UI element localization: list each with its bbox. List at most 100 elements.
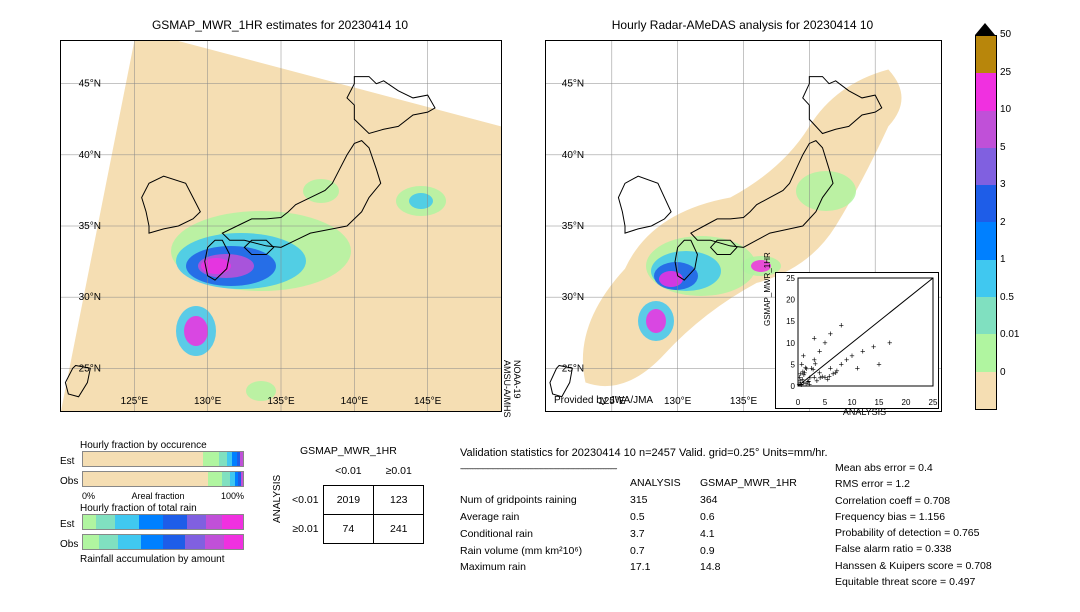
bar-label: Obs [60,539,82,550]
score-value: 1.2 [895,478,910,490]
fraction-bar [82,534,244,550]
col-header: ≥0.01 [374,457,424,486]
colorbar-segment [975,372,997,410]
fraction-bar [82,451,244,467]
bar-segment [205,535,224,549]
svg-text:+: + [876,359,881,369]
colorbar-segment [975,35,997,73]
bar-segment [222,515,243,529]
bar-segment [115,515,139,529]
stats-value: 4.1 [700,526,780,543]
svg-text:+: + [804,364,809,374]
colorbar-tick-label: 0 [1000,367,1006,378]
svg-text:+: + [871,342,876,352]
svg-text:+: + [801,351,806,361]
svg-text:40°N: 40°N [79,150,101,161]
svg-text:+: + [798,369,803,379]
bar-segment [163,535,185,549]
fraction-title-3: Rainfall accumulation by amount [80,554,244,565]
stats-value: 364 [700,492,780,509]
score-label: False alarm ratio = [835,543,922,555]
col-header: <0.01 [323,457,374,486]
svg-text:Provided by JWA/JMA: Provided by JWA/JMA [554,395,653,406]
bar-label: Est [60,519,82,530]
colorbar-segment [975,148,997,185]
colorbar-tick-label: 0.5 [1000,292,1014,303]
svg-text:25°N: 25°N [562,363,584,374]
stats-col-header: ANALYSIS [630,475,700,492]
svg-text:+: + [887,338,892,348]
colorbar-over-triangle [975,23,995,35]
score-value: 1.156 [919,511,945,523]
colorbar-segment [975,260,997,297]
colorbar [975,35,995,410]
score-label: Frequency bias = [835,511,916,523]
bar-segment [83,452,203,466]
score-value: 0.708 [965,560,991,572]
svg-text:30°N: 30°N [562,292,584,303]
svg-text:+: + [822,338,827,348]
bar-segment [141,535,163,549]
colorbar-segment [975,73,997,110]
bar-segment [208,472,222,486]
map-title: GSMAP_MWR_1HR estimates for 20230414 10 [60,18,500,32]
colorbar-tick-label: 2 [1000,217,1006,228]
stats-row-label: Num of gridpoints raining [460,492,630,509]
fraction-bar [82,471,244,487]
map-title: Hourly Radar-AMeDAS analysis for 2023041… [545,18,940,32]
svg-text:20: 20 [902,398,911,407]
stats-value: 3.7 [630,526,700,543]
axis-tick: 0% [82,491,95,501]
svg-text:40°N: 40°N [562,150,584,161]
score-value: 0.708 [924,495,950,507]
colorbar-tick-label: 50 [1000,29,1011,40]
fraction-bars: Hourly fraction by occurenceEstObs0%Area… [60,440,244,565]
score-label: Equitable threat score = [835,576,946,588]
bar-label: Obs [60,476,82,487]
svg-text:25: 25 [786,274,795,283]
svg-text:45°N: 45°N [562,79,584,90]
fraction-bar [82,514,244,530]
colorbar-tick-label: 3 [1000,179,1006,190]
fraction-title-1: Hourly fraction by occurence [80,440,244,451]
svg-text:+: + [827,371,832,381]
stats-col-header: GSMAP_MWR_1HR [700,475,810,492]
stats-value: 17.1 [630,559,700,576]
contingency-title: GSMAP_MWR_1HR [300,445,397,457]
score-label: Correlation coeff = [835,495,921,507]
contingency-cell: 123 [374,486,424,515]
stats-value: 0.6 [700,509,780,526]
score-value: 0.497 [949,576,975,588]
bar-segment [187,515,206,529]
fraction-title-2: Hourly fraction of total rain [80,503,244,514]
bar-segment [203,452,219,466]
validation-title: Validation statistics for 20230414 10 n=… [460,445,828,463]
svg-text:+: + [849,351,854,361]
axis-tick: 100% [221,491,244,501]
colorbar-segment [975,297,997,334]
stats-row-label: Average rain [460,509,630,526]
contingency-table: GSMAP_MWR_1HR<0.01≥0.01<0.012019123≥0.01… [280,445,397,457]
svg-text:45°N: 45°N [79,79,101,90]
score-label: RMS error = [835,478,892,490]
svg-text:15: 15 [875,398,884,407]
score-label: Hanssen & Kuipers score = [835,560,963,572]
svg-text:0: 0 [796,398,801,407]
colorbar-tick-label: 25 [1000,67,1011,78]
stats-value: 0.5 [630,509,700,526]
svg-text:30°N: 30°N [79,292,101,303]
scatter-ylabel: GSMAP_MWR_1HR [763,252,772,326]
colorbar-segment [975,185,997,222]
scatter-plot: 00551010151520202525++++++++++++++++++++… [775,272,939,409]
bar-segment [96,515,115,529]
bar-segment [118,535,140,549]
scatter-xlabel: ANALYSIS [797,407,932,417]
row-header: <0.01 [280,486,323,515]
svg-text:5: 5 [791,360,796,369]
svg-text:10: 10 [848,398,857,407]
validation-stats: Validation statistics for 20230414 10 n=… [460,445,828,576]
svg-text:145°E: 145°E [414,396,442,407]
axis-label: Areal fraction [131,491,184,501]
stats-row-label: Rain volume (mm km²10⁶) [460,543,630,560]
score-value: 0.338 [925,543,951,555]
